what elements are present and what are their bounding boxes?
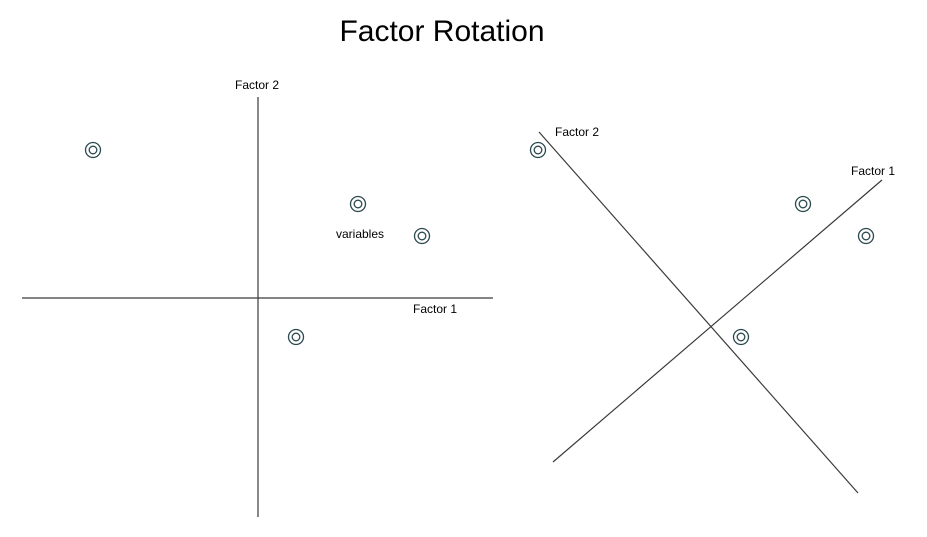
- variable-point-icon: [529, 141, 547, 159]
- variable-point-icon: [349, 195, 367, 213]
- right-factor-2-label: Factor 2: [555, 125, 599, 139]
- variable-point-icon: [732, 328, 750, 346]
- diagram-title: Factor Rotation: [339, 15, 544, 48]
- right-factor-1-axis: [552, 179, 883, 463]
- variable-point-icon: [857, 227, 875, 245]
- right-factor-2-axis: [538, 131, 859, 494]
- variables-annotation: variables: [336, 227, 384, 241]
- right-factor-1-label: Factor 1: [851, 164, 895, 178]
- variable-point-icon: [84, 141, 102, 159]
- left-factor-1-label: Factor 1: [413, 302, 457, 316]
- unrotated-panel: Factor 2 Factor 1 variables: [22, 78, 493, 517]
- variable-point-icon: [287, 328, 305, 346]
- rotated-panel: Factor 2 Factor 1: [529, 125, 895, 494]
- variable-point-icon: [794, 195, 812, 213]
- left-factor-2-label: Factor 2: [235, 78, 279, 92]
- variable-point-icon: [413, 227, 431, 245]
